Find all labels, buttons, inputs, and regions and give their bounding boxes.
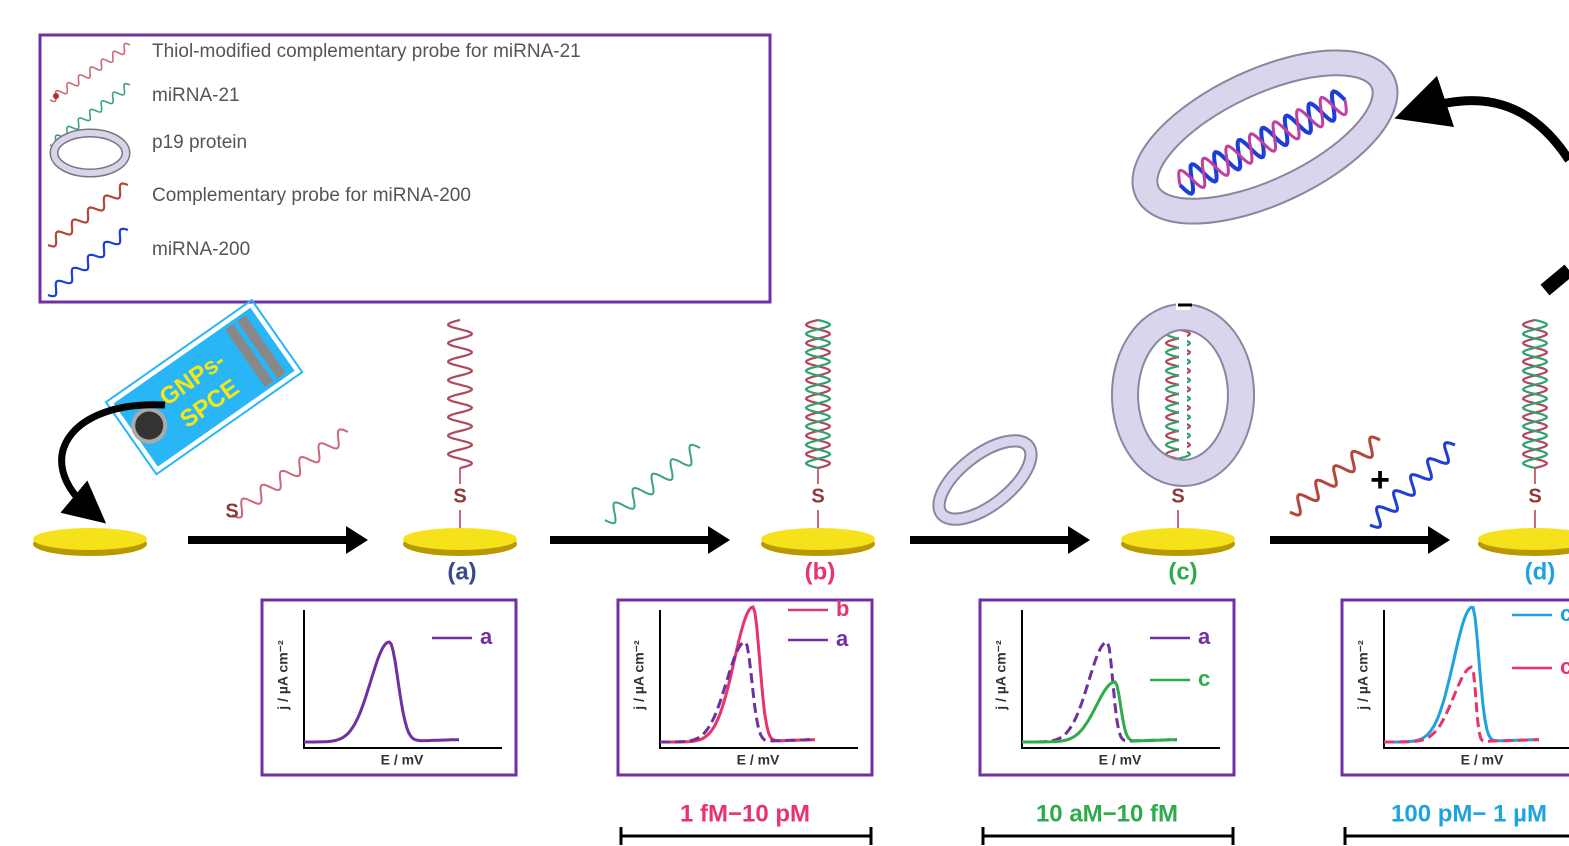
legend-item: Complementary probe for miRNA-200: [152, 185, 471, 206]
curve-label: a: [480, 624, 493, 649]
arrow-head: [1068, 526, 1090, 554]
strand: [806, 320, 830, 468]
strand: [232, 429, 348, 517]
p19-icon: [54, 133, 126, 173]
y-axis-label: j / µA cm⁻²: [993, 640, 1009, 711]
electrode-strip: GNPs- SPCE: [106, 300, 302, 474]
diagram: Thiol-modified complementary probe for m…: [0, 0, 1569, 846]
legend-item: Thiol-modified complementary probe for m…: [152, 41, 581, 62]
electrode: [403, 528, 517, 550]
x-axis-label: E / mV: [1461, 752, 1504, 768]
legend-box: [40, 35, 770, 302]
arrow-head: [708, 526, 730, 554]
x-axis-label: E / mV: [737, 752, 780, 768]
range-bar: [1345, 827, 1569, 845]
p19-protein: [1124, 32, 1406, 242]
strand: [448, 320, 472, 468]
thiol-dot: [53, 93, 59, 99]
electrode: [33, 528, 147, 550]
range-bar: [621, 827, 871, 845]
step-label: (d): [1525, 558, 1556, 585]
arrow-head: [1428, 526, 1450, 554]
curve-label: a: [836, 626, 849, 651]
thiol-label: S: [225, 500, 238, 522]
step-label: (b): [805, 558, 836, 585]
gap: [1179, 335, 1187, 455]
curved-arrow: [1545, 270, 1569, 290]
electrode: [1121, 528, 1235, 550]
concentration-range: 100 pM− 1 µM: [1391, 800, 1547, 827]
concentration-range: 10 aM−10 fM: [1036, 800, 1178, 827]
p19-protein: [926, 426, 1043, 533]
plus-sign: +: [1370, 461, 1390, 499]
electrode: [761, 528, 875, 550]
legend-item: miRNA-21: [152, 85, 240, 106]
strand: [1290, 437, 1380, 515]
range-bar: [983, 827, 1233, 845]
curve-label: b: [836, 596, 849, 621]
y-axis-label: j / µA cm⁻²: [275, 640, 291, 711]
step-label: (c): [1168, 558, 1197, 585]
curve-label: c: [1560, 654, 1569, 679]
x-axis-label: E / mV: [1099, 752, 1142, 768]
strand: [605, 445, 700, 523]
y-axis-label: j / µA cm⁻²: [1355, 640, 1371, 711]
strand: [48, 184, 128, 247]
thiol-label: S: [1528, 485, 1541, 507]
concentration-range: 1 fM−10 pM: [680, 800, 810, 827]
arrow-head: [346, 526, 368, 554]
legend-item: p19 protein: [152, 132, 247, 153]
y-axis-label: j / µA cm⁻²: [631, 640, 647, 711]
curve-label: c: [1198, 666, 1210, 691]
curve-label: c: [1560, 601, 1569, 626]
curved-arrow: [1420, 101, 1569, 160]
thiol-label: S: [811, 485, 824, 507]
p19-protein: [1125, 295, 1241, 473]
curve-label: a: [1198, 624, 1211, 649]
legend-item: miRNA-200: [152, 239, 250, 260]
step-label: (a): [447, 558, 476, 585]
strand: [48, 229, 128, 296]
thiol-label: S: [453, 485, 466, 507]
x-axis-label: E / mV: [381, 752, 424, 768]
strand: [1523, 320, 1547, 468]
thiol-label: S: [1171, 485, 1184, 507]
